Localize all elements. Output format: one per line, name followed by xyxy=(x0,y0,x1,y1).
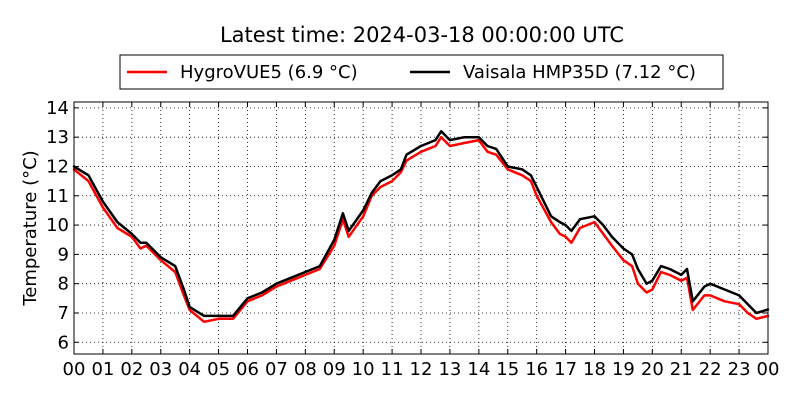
x-tick-label: 23 xyxy=(728,359,751,380)
x-tick-label: 12 xyxy=(410,359,433,380)
y-tick-label: 11 xyxy=(46,186,69,207)
plot-frame xyxy=(73,101,769,355)
ticks: 00 01 02 03 04 05 06 07 08 09 10 11 12 13 14 15 16 17 18 19… xyxy=(46,98,779,380)
y-tick-label: 8 xyxy=(58,274,69,295)
y-tick-label: 10 xyxy=(46,215,69,236)
x-tick-label: 05 xyxy=(207,359,230,380)
grid xyxy=(74,102,768,354)
legend-label-vaisala: Vaisala HMP35D (7.12 °C) xyxy=(463,62,696,83)
x-tick-label: 01 xyxy=(91,359,114,380)
x-tick-label: 03 xyxy=(149,359,172,380)
y-tick-label: 12 xyxy=(46,156,69,177)
x-tick-label: 14 xyxy=(467,359,490,380)
x-tick-label: 04 xyxy=(178,359,201,380)
x-tick-label: 02 xyxy=(120,359,143,380)
x-tick-label: 00 xyxy=(757,359,780,380)
legend: HygroVUE5 (6.9 °C) Vaisala HMP35D (7.12 … xyxy=(119,54,724,90)
x-tick-label: 08 xyxy=(294,359,317,380)
x-tick-label: 20 xyxy=(641,359,664,380)
x-tick-label: 07 xyxy=(265,359,288,380)
series-line-hygrovue5 xyxy=(72,135,770,324)
legend-label-hygrovue5: HygroVUE5 (6.9 °C) xyxy=(180,62,358,83)
x-tick-label: 18 xyxy=(583,359,606,380)
x-tick-label: 22 xyxy=(699,359,722,380)
y-tick-label: 6 xyxy=(58,332,69,353)
x-tick-label: 10 xyxy=(352,359,375,380)
x-tick-label: 13 xyxy=(438,359,461,380)
chart-title: Latest time: 2024-03-18 00:00:00 UTC xyxy=(220,23,624,47)
x-tick-label: 21 xyxy=(670,359,693,380)
y-tick-label: 7 xyxy=(58,303,69,324)
x-tick-label: 15 xyxy=(496,359,519,380)
y-tick-label: 9 xyxy=(58,244,69,265)
x-tick-label: 17 xyxy=(554,359,577,380)
x-tick-label: 11 xyxy=(381,359,404,380)
x-tick-label: 09 xyxy=(323,359,346,380)
x-tick-label: 00 xyxy=(63,359,86,380)
series-group xyxy=(72,130,770,324)
series-line-vaisala xyxy=(72,130,770,318)
x-tick-label: 06 xyxy=(236,359,259,380)
x-tick-label: 16 xyxy=(525,359,548,380)
x-tick-label: 19 xyxy=(612,359,635,380)
y-tick-label: 14 xyxy=(46,98,69,119)
y-axis-label: Temperature (°C) xyxy=(20,150,41,306)
y-tick-label: 13 xyxy=(46,127,69,148)
